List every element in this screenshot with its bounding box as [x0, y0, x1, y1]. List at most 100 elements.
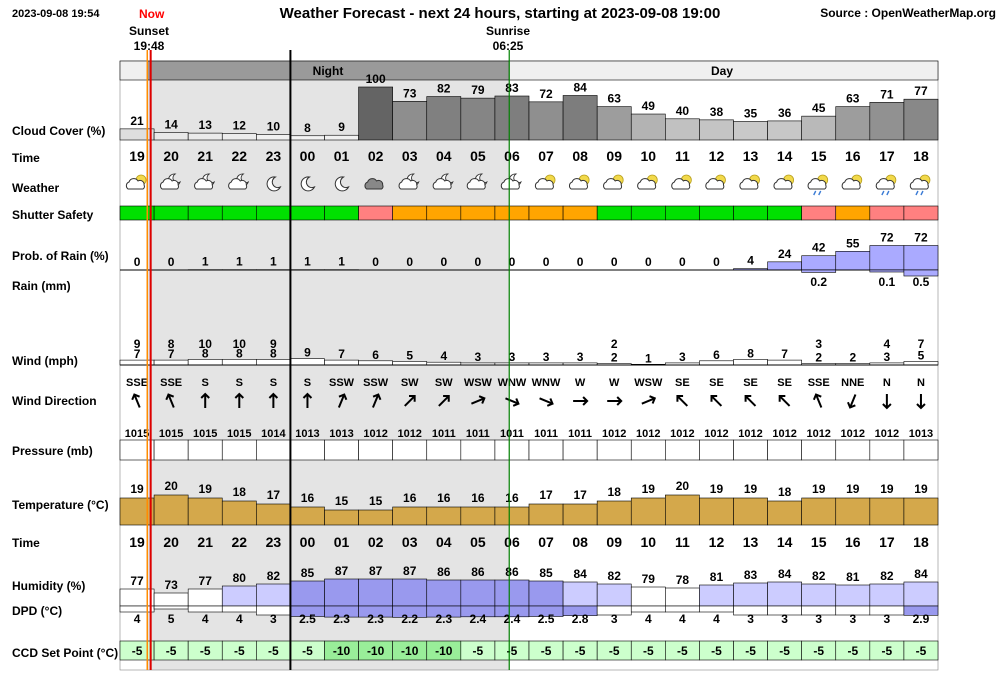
label-pressure: Pressure (mb): [12, 444, 93, 458]
temperature-bar: [733, 497, 768, 526]
dpd-value: 2.2: [401, 612, 418, 626]
rain-prob-value: 0: [372, 255, 379, 269]
partly-cloudy-day-icon: [637, 174, 658, 190]
temperature-value: 16: [301, 491, 315, 505]
rain-prob-value: 42: [812, 241, 826, 255]
wind-arrow-icon: [337, 393, 348, 408]
partly-cloudy-day-icon: [534, 174, 556, 190]
wind-speed-value: 8: [202, 346, 209, 360]
temperature-bar: [801, 497, 837, 526]
cloud-value: 13: [199, 118, 213, 132]
hour-label: 12: [709, 534, 725, 550]
ccd-value: -10: [367, 644, 385, 658]
hour-label: 14: [777, 534, 793, 550]
hour-label: 17: [879, 534, 895, 550]
pressure-value: 1012: [806, 428, 830, 440]
hour-label: 08: [572, 148, 588, 164]
pressure-cell: [630, 439, 666, 461]
hour-label: 09: [606, 534, 622, 550]
wind-arrow-icon: [676, 395, 689, 407]
label-prob-rain: Prob. of Rain (%): [12, 249, 109, 263]
ccd-value: -5: [166, 644, 177, 658]
rain-day-icon: [909, 174, 931, 196]
hour-label: 05: [470, 534, 486, 550]
hour-label: 21: [197, 534, 213, 550]
hour-label: 23: [266, 534, 282, 550]
temperature-value: 16: [437, 491, 451, 505]
humidity-bar: [256, 583, 291, 607]
cloud-bar: [630, 113, 666, 141]
label-rain: Rain (mm): [12, 279, 71, 293]
shutter-cell-safe: [324, 205, 359, 221]
label-humidity: Humidity (%): [12, 579, 86, 593]
partly-cloudy-day-icon: [603, 174, 624, 190]
wind-speed-value: 7: [338, 347, 345, 361]
pressure-value: 1012: [704, 428, 728, 440]
cloud-value: 79: [471, 83, 485, 97]
shutter-cell-caution: [392, 205, 428, 221]
temperature-bar: [767, 500, 802, 526]
wind-gust-value: 3: [815, 337, 822, 351]
humidity-value: 87: [403, 564, 417, 578]
hour-label: 19: [129, 534, 145, 550]
hour-label: 16: [845, 148, 861, 164]
wind-arrow-icon: [573, 396, 589, 406]
humidity-bar: [869, 583, 905, 607]
cloud-icon: [364, 178, 384, 190]
hour-label: 00: [300, 534, 316, 550]
humidity-value: 79: [642, 572, 656, 586]
dpd-value: 3: [884, 612, 891, 626]
hour-label: 12: [709, 148, 725, 164]
ccd-value: -5: [473, 644, 484, 658]
rain-prob-value: 4: [747, 254, 754, 268]
partly-cloudy-night-icon: [160, 173, 181, 190]
pressure-cell: [358, 439, 393, 461]
cloud-bar: [358, 86, 393, 141]
partly-cloudy-day-icon: [569, 174, 590, 190]
wind-direction-value: SE: [777, 377, 792, 389]
wind-speed-value: 3: [509, 350, 516, 364]
hour-label: 07: [538, 534, 554, 550]
wind-arrow-icon: [641, 395, 657, 405]
wind-gust-value: 9: [134, 337, 141, 351]
partly-cloudy-night-icon: [432, 173, 454, 190]
partly-cloudy-night-icon: [466, 173, 488, 190]
night-shade: [147, 80, 510, 670]
shutter-cell-caution: [460, 205, 496, 221]
wind-direction-value: SSE: [126, 377, 148, 389]
rain-prob-value: 1: [270, 255, 277, 269]
wind-arrow-icon: [471, 395, 486, 405]
temperature-value: 15: [369, 494, 383, 508]
rain-prob-value: 1: [304, 255, 311, 269]
wind-arrow-icon: [131, 393, 141, 408]
wind-direction-value: W: [575, 377, 586, 389]
hour-label: 13: [743, 534, 759, 550]
cloud-bar: [903, 98, 939, 141]
rain-prob-value: 0: [611, 255, 618, 269]
pressure-value: 1012: [670, 428, 694, 440]
moon-icon: [266, 176, 282, 192]
rain-amount-bar: [801, 269, 837, 273]
cloud-value: 82: [437, 82, 451, 96]
sunrise-label: Sunrise: [485, 24, 530, 38]
wind-speed-value: 7: [134, 347, 141, 361]
shutter-cell-unsafe: [903, 205, 939, 221]
pressure-value: 1012: [738, 428, 762, 440]
pressure-cell: [119, 439, 155, 461]
shutter-cell-caution: [562, 205, 598, 221]
temperature-bar: [528, 503, 564, 526]
ccd-value: -5: [745, 644, 756, 658]
ccd-value: -5: [882, 644, 893, 658]
temperature-bar: [869, 497, 905, 526]
ccd-value: -5: [541, 644, 552, 658]
humidity-bar: [358, 578, 393, 607]
rain-amount-bar: [903, 269, 939, 277]
humidity-value: 87: [335, 564, 349, 578]
pressure-value: 1012: [772, 428, 796, 440]
hour-label: 19: [129, 148, 145, 164]
wind-arrow-icon: [812, 393, 823, 408]
dpd-value: 4: [645, 612, 652, 626]
temperature-bar: [903, 497, 939, 526]
hour-label: 20: [163, 534, 179, 550]
wind-gust-value: 9: [270, 337, 277, 351]
